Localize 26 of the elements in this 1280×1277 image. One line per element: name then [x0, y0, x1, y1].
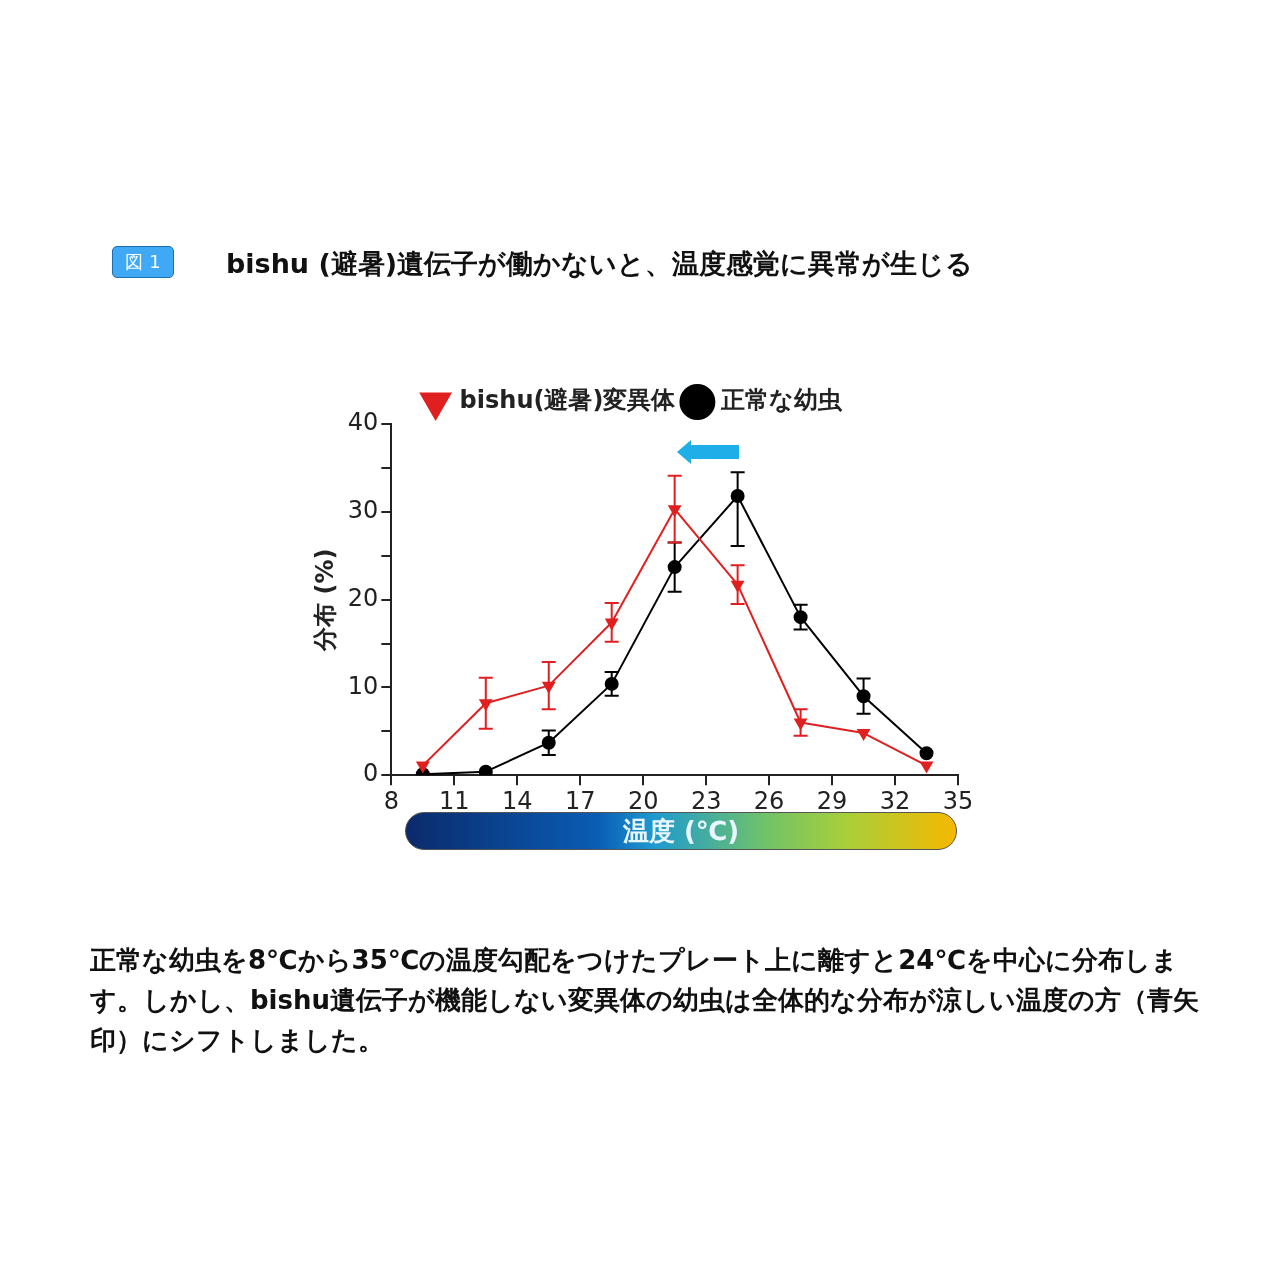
y-tick-label: 30: [347, 496, 379, 525]
x-tick-label: 20: [627, 786, 659, 815]
chart-title: bishu (避暑)遺伝子が働かないと、温度感覚に異常が生じる: [226, 247, 974, 281]
y-tick-label: 40: [347, 408, 379, 437]
y-axis-title: 分布 (%): [310, 548, 339, 652]
caption: 図 1: [112, 246, 174, 278]
x-tick-label: 11: [439, 786, 470, 815]
point: [857, 729, 870, 741]
y-tick-label: 0: [363, 759, 379, 788]
x-tick-label: 32: [879, 786, 911, 815]
y-tick-label: 10: [347, 671, 379, 700]
x-tick-label: 8: [383, 786, 399, 815]
point: [920, 761, 933, 773]
x-axis-title: 温度 (℃): [622, 815, 740, 846]
legend-label: 正常な幼虫: [720, 386, 844, 415]
point: [416, 761, 430, 773]
x-tick-label: 17: [564, 786, 596, 815]
y-tick-label: 20: [347, 583, 379, 612]
x-tick-label: 35: [942, 786, 974, 815]
x-tick-label: 26: [753, 786, 785, 815]
text: 正常な幼虫を8℃から35℃の温度勾配をつけたプレート上に離すと24℃を中心に分布します。しかし、bishu遺伝子が機能しない変異体の幼虫は全体的な分布が涼しい温度の方（青矢印）にシフトしました。: [90, 944, 1200, 1057]
x-tick-label: 29: [816, 786, 848, 815]
legend-label: bishu(避暑)変異体: [459, 386, 677, 415]
point: [919, 746, 934, 761]
x-tick-label: 14: [501, 786, 533, 815]
x-tick-label: 23: [690, 786, 722, 815]
